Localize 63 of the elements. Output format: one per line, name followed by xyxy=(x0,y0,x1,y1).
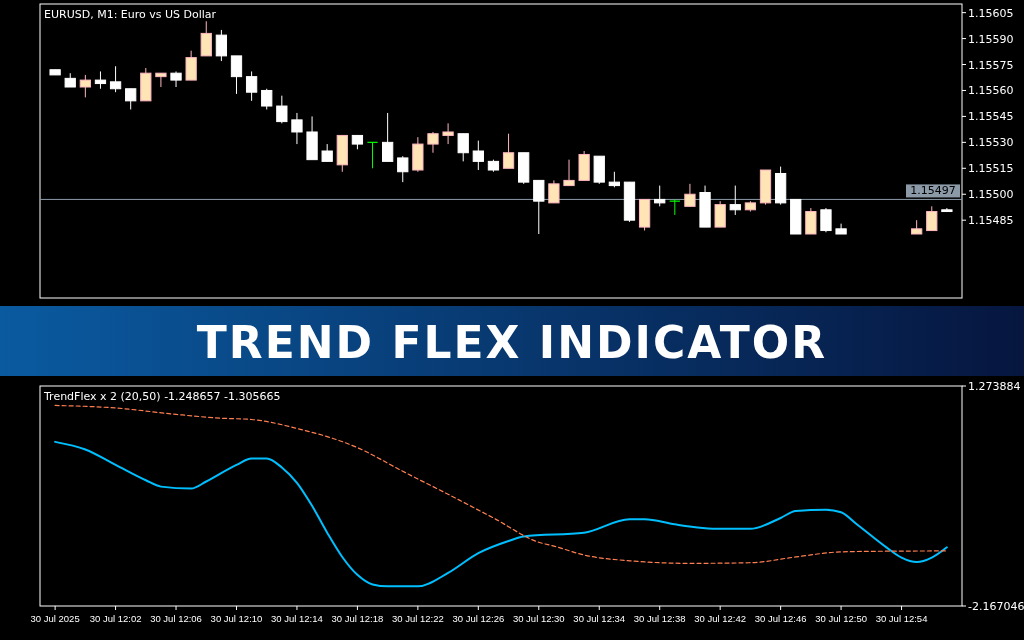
y-tick-label: 1.15545 xyxy=(968,110,1014,124)
candlestick xyxy=(533,179,545,235)
candlestick xyxy=(170,70,182,88)
candlestick xyxy=(276,95,288,124)
candlestick xyxy=(397,155,409,183)
candlestick xyxy=(125,88,137,110)
x-tick-label: 30 Jul 12:02 xyxy=(89,613,142,624)
x-tick-label: 30 Jul 2025 xyxy=(30,613,80,624)
candlestick xyxy=(245,70,258,102)
x-tick-label: 30 Jul 12:14 xyxy=(271,613,323,624)
candlestick xyxy=(729,185,741,216)
y-tick-label: 1.273884 xyxy=(968,380,1021,393)
candlestick xyxy=(185,50,197,81)
candlestick xyxy=(457,133,469,162)
x-tick-label: 30 Jul 12:10 xyxy=(210,613,263,624)
candlestick xyxy=(714,200,726,228)
x-tick-label: 30 Jul 12:18 xyxy=(331,613,384,624)
candlestick xyxy=(563,159,575,187)
candlestick xyxy=(502,133,515,169)
y-tick-label: 1.15560 xyxy=(968,84,1014,98)
candlestick xyxy=(79,74,91,98)
ref-line-label: 1.15497 xyxy=(910,184,956,198)
y-tick-label: 1.15500 xyxy=(968,188,1014,202)
candlestick xyxy=(261,88,273,110)
candlestick xyxy=(291,112,303,145)
x-tick-label: 30 Jul 12:30 xyxy=(512,613,565,624)
candlestick xyxy=(427,131,439,154)
candlestick xyxy=(820,207,832,233)
x-tick-label: 30 Jul 12:38 xyxy=(633,613,686,624)
x-tick-label: 30 Jul 12:22 xyxy=(391,613,444,624)
candlestick xyxy=(654,185,666,207)
y-tick-label: 1.15575 xyxy=(968,58,1014,72)
candlestick xyxy=(215,29,228,62)
candlestick xyxy=(155,72,167,88)
x-tick-label: 30 Jul 12:06 xyxy=(150,613,202,624)
candlestick xyxy=(805,207,817,235)
y-tick-label: 1.15590 xyxy=(968,32,1014,46)
chart-subtitle: EURUSD, M1: Euro vs US Dollar xyxy=(44,8,217,21)
line-series xyxy=(54,440,948,588)
candlestick xyxy=(926,205,938,232)
candlestick xyxy=(382,112,394,162)
x-tick-label: 30 Jul 12:26 xyxy=(452,613,505,624)
line-series xyxy=(54,404,948,564)
y-tick-label: 1.15530 xyxy=(968,136,1014,150)
candlestick xyxy=(548,179,560,204)
x-tick-label: 30 Jul 12:50 xyxy=(815,613,867,624)
y-tick-label: 1.15485 xyxy=(968,214,1014,228)
candlestick xyxy=(442,122,454,145)
candlestick xyxy=(472,140,484,171)
y-tick-label: -2.167046 xyxy=(968,600,1024,613)
candlestick xyxy=(366,141,379,169)
x-tick-label: 30 Jul 12:34 xyxy=(573,613,626,624)
candlestick xyxy=(200,20,212,57)
y-tick-label: 1.15605 xyxy=(968,6,1014,20)
chart-subtitle: TrendFlex x 2 (20,50) -1.248657 -1.305665 xyxy=(43,390,281,403)
x-tick-label: 30 Jul 12:54 xyxy=(875,613,928,624)
x-tick-label: 30 Jul 12:42 xyxy=(694,613,747,624)
text: TREND FLEX INDICATOR xyxy=(196,317,828,368)
x-tick-label: 30 Jul 12:46 xyxy=(754,613,807,624)
candlestick xyxy=(684,183,696,207)
y-tick-label: 1.15515 xyxy=(968,162,1014,176)
candlestick xyxy=(230,55,243,95)
candlestick xyxy=(109,65,122,93)
